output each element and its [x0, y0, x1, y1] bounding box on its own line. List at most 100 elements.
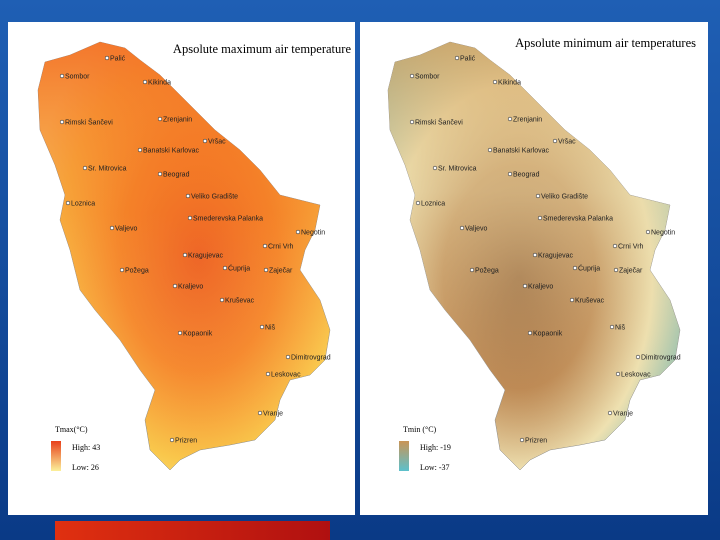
city-marker: [635, 354, 641, 360]
city-marker: [257, 410, 263, 416]
city-marker: [82, 165, 88, 171]
city-marker: [104, 55, 110, 61]
city-label: Veliko Gradište: [541, 194, 588, 201]
city-label: Palić: [110, 56, 126, 63]
city-label: Vranje: [613, 411, 633, 418]
legend-low: Low: -37: [420, 463, 450, 472]
city-label: Prizren: [175, 438, 197, 445]
city-marker: [415, 200, 421, 206]
map-title: Apsolute minimum air temperatures: [515, 36, 696, 50]
city-label: Rimski Šančevi: [415, 118, 463, 127]
city-marker: [185, 193, 191, 199]
city-label: Zaječar: [619, 268, 643, 275]
city-marker: [645, 229, 651, 235]
city-label: Zrenjanin: [163, 117, 192, 124]
city-label: Kruševac: [225, 298, 255, 305]
city-marker: [177, 330, 183, 336]
city-marker: [522, 283, 528, 289]
city-marker: [613, 267, 619, 273]
city-marker: [265, 371, 271, 377]
city-marker: [59, 119, 65, 125]
city-marker: [262, 243, 268, 249]
city-label: Kruševac: [575, 298, 605, 305]
city-marker: [182, 252, 188, 258]
legend-high: High: 43: [72, 443, 100, 452]
city-marker: [507, 171, 513, 177]
city-marker: [615, 371, 621, 377]
city-marker: [263, 267, 269, 273]
city-label: Negotin: [651, 230, 675, 237]
city-marker: [187, 215, 193, 221]
city-marker: [409, 73, 415, 79]
map-title: Apsolute maximum air temperature: [173, 42, 352, 56]
city-label: Dimitrovgrad: [641, 355, 681, 362]
city-marker: [609, 324, 615, 330]
city-label: Kopaonik: [533, 331, 563, 338]
city-marker: [459, 225, 465, 231]
city-marker: [172, 283, 178, 289]
city-label: Požega: [475, 268, 499, 275]
city-label: Kraljevo: [178, 284, 203, 291]
city-marker: [109, 225, 115, 231]
city-label: Beograd: [163, 172, 190, 179]
legend-ramp: [51, 441, 61, 471]
city-label: Crni Vrh: [618, 244, 644, 251]
city-marker: [454, 55, 460, 61]
city-marker: [519, 437, 525, 443]
city-marker: [552, 138, 558, 144]
city-label: Rimski Šančevi: [65, 118, 113, 127]
city-marker: [59, 73, 65, 79]
city-marker: [202, 138, 208, 144]
city-marker: [507, 116, 513, 122]
city-label: Kragujevac: [188, 253, 224, 260]
city-label: Vršac: [208, 139, 226, 146]
city-marker: [169, 437, 175, 443]
city-marker: [65, 200, 71, 206]
city-marker: [409, 119, 415, 125]
city-label: Prizren: [525, 438, 547, 445]
city-marker: [532, 252, 538, 258]
city-marker: [259, 324, 265, 330]
city-marker: [295, 229, 301, 235]
city-label: Loznica: [421, 201, 445, 208]
city-label: Sombor: [65, 74, 90, 81]
city-marker: [157, 116, 163, 122]
city-label: Banatski Karlovac: [143, 148, 200, 155]
city-marker: [537, 215, 543, 221]
city-marker: [137, 147, 143, 153]
city-marker: [142, 79, 148, 85]
city-marker: [607, 410, 613, 416]
city-label: Beograd: [513, 172, 540, 179]
city-label: Ćuprija: [578, 264, 600, 273]
city-marker: [527, 330, 533, 336]
city-label: Niš: [615, 325, 626, 332]
city-label: Veliko Gradište: [191, 194, 238, 201]
city-marker: [432, 165, 438, 171]
city-marker: [285, 354, 291, 360]
city-label: Sr. Mitrovica: [88, 166, 127, 173]
city-marker: [469, 267, 475, 273]
city-marker: [157, 171, 163, 177]
city-label: Zrenjanin: [513, 117, 542, 124]
legend-title: Tmax(°C): [55, 425, 88, 434]
city-marker: [119, 267, 125, 273]
city-label: Valjevo: [465, 226, 488, 233]
city-marker: [612, 243, 618, 249]
city-marker: [487, 147, 493, 153]
city-label: Kragujevac: [538, 253, 574, 260]
city-label: Palić: [460, 56, 476, 63]
city-marker: [535, 193, 541, 199]
city-label: Leskovac: [271, 372, 301, 379]
city-label: Leskovac: [621, 372, 651, 379]
city-label: Sr. Mitrovica: [438, 166, 477, 173]
city-label: Požega: [125, 268, 149, 275]
legend-high: High: -19: [420, 443, 451, 452]
city-label: Loznica: [71, 201, 95, 208]
city-label: Dimitrovgrad: [291, 355, 331, 362]
city-label: Negotin: [301, 230, 325, 237]
city-label: Niš: [265, 325, 276, 332]
city-label: Kikinda: [148, 80, 171, 87]
city-label: Smederevska Palanka: [193, 216, 263, 223]
legend-low: Low: 26: [72, 463, 99, 472]
